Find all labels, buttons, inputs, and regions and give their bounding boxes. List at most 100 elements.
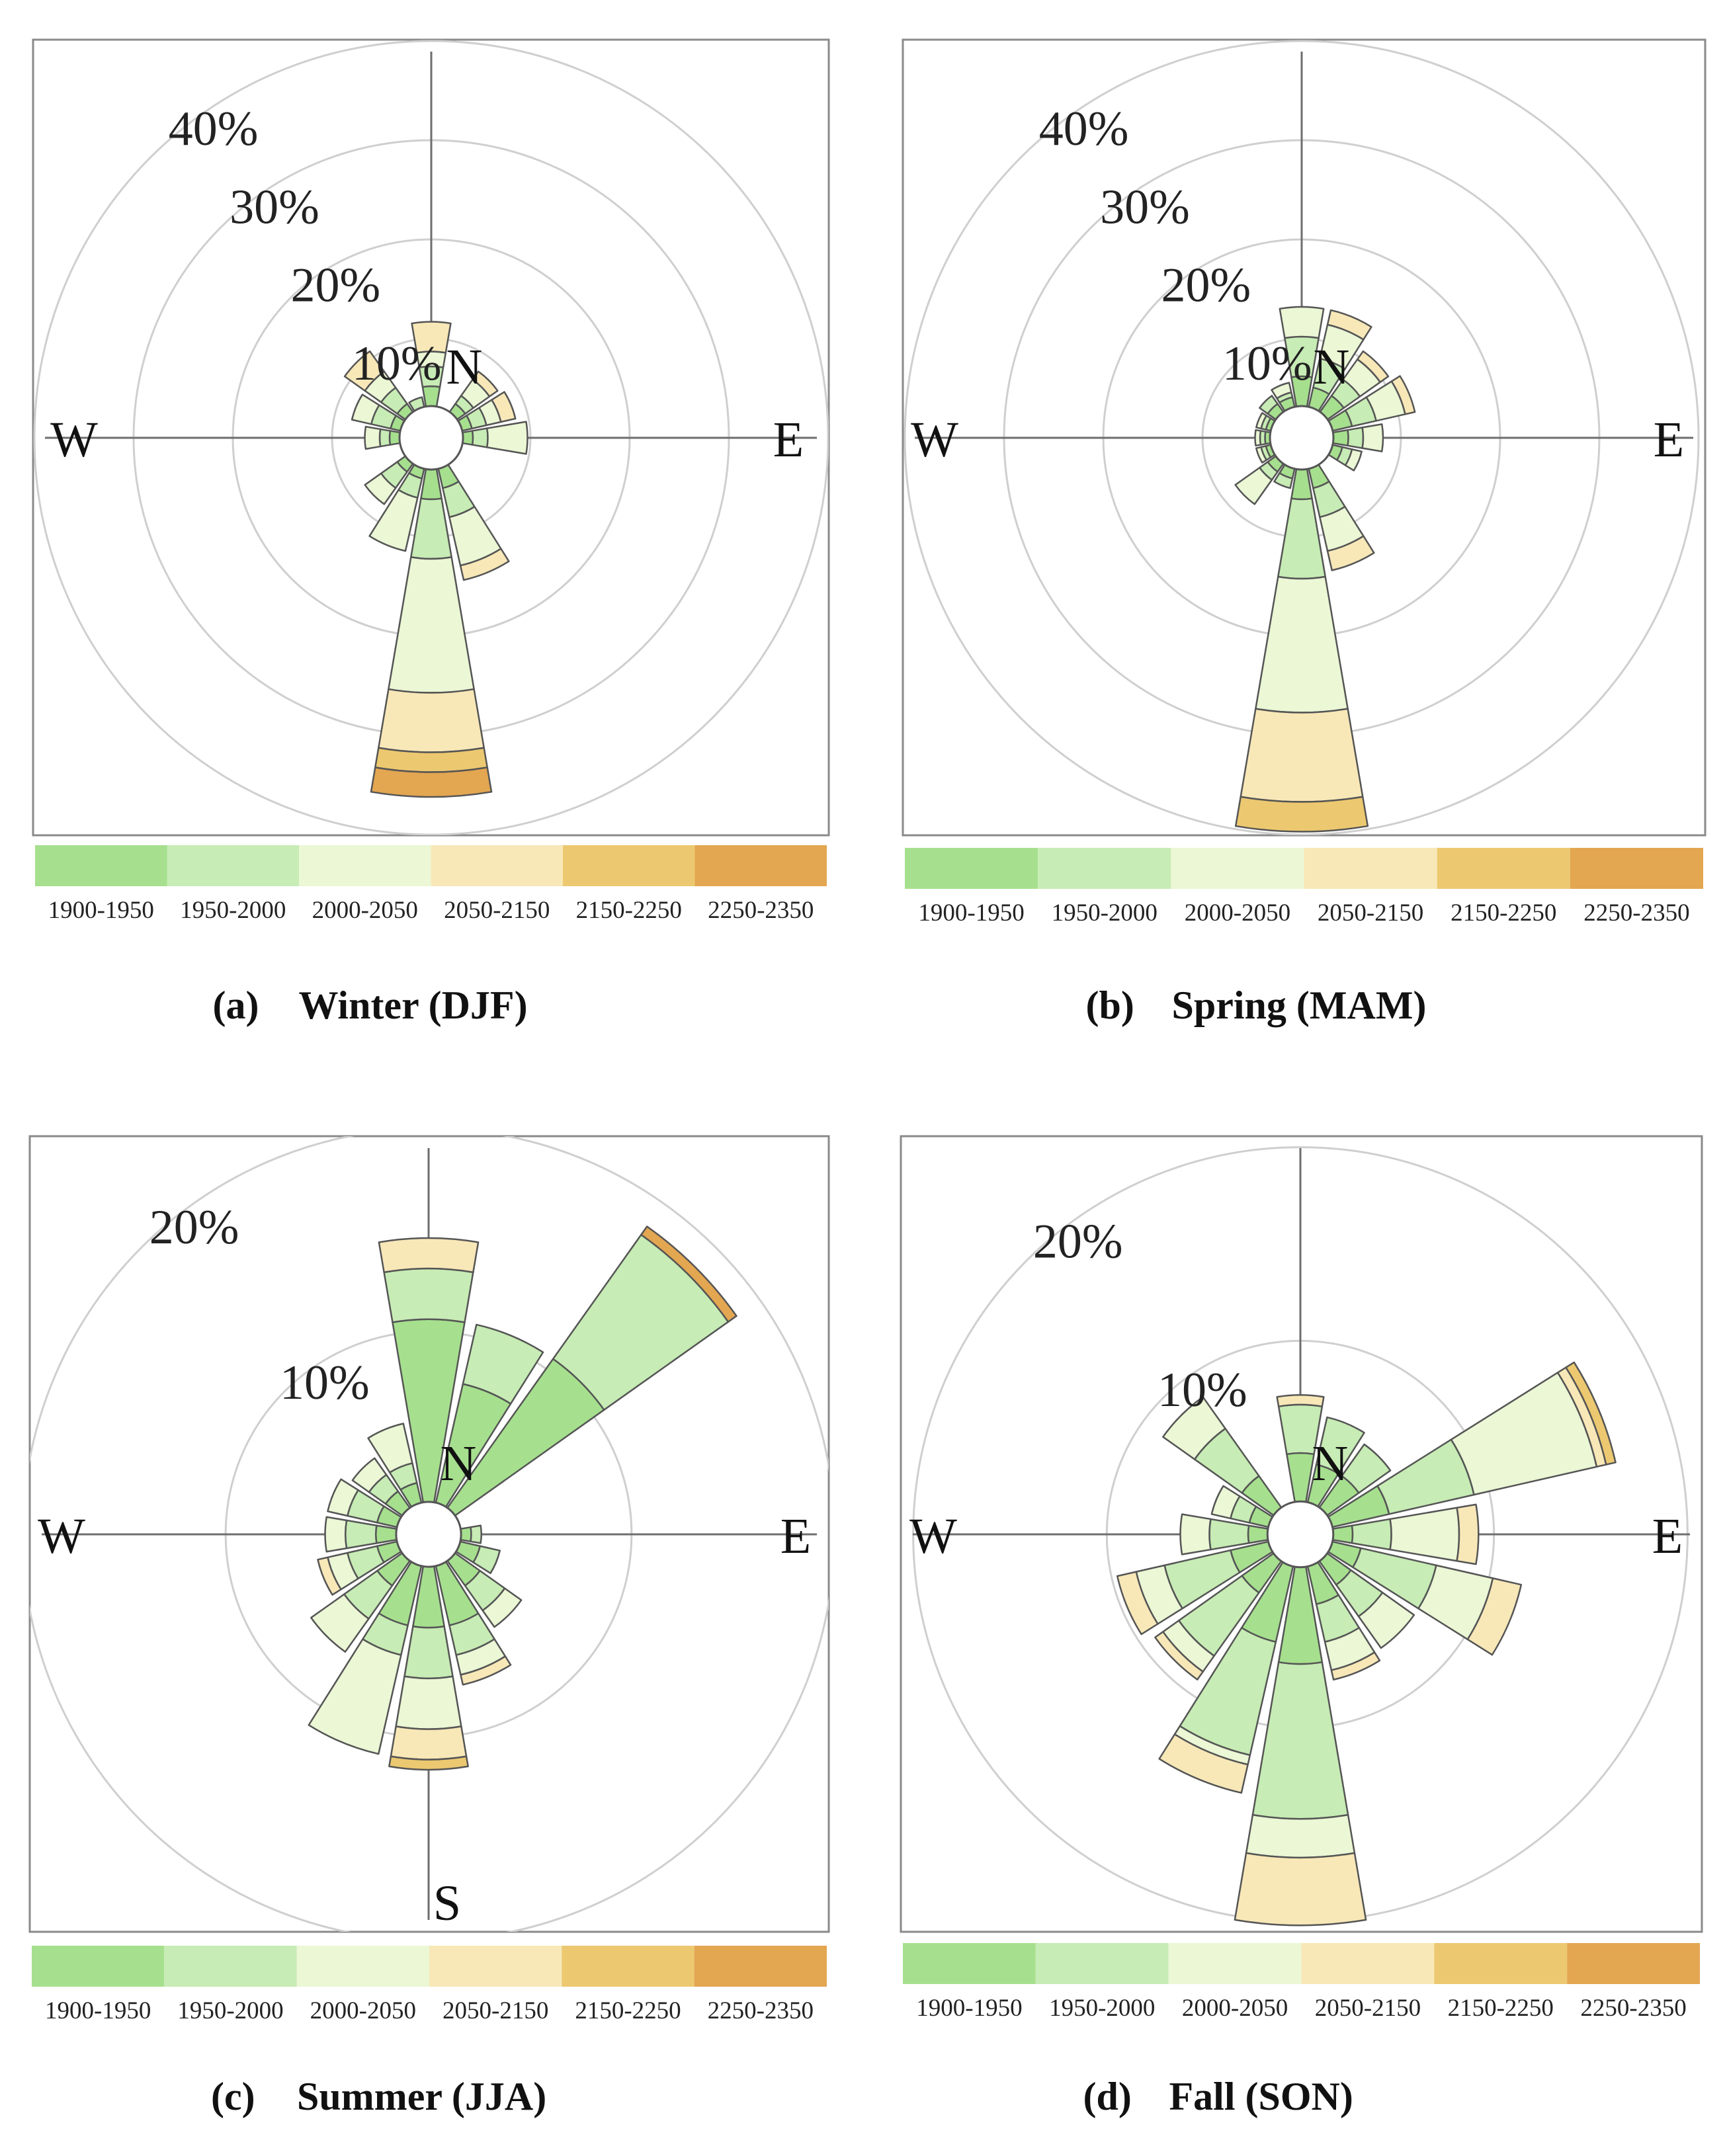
sector-se-bin-3 [482, 1587, 523, 1628]
legend-swatch [296, 1946, 429, 1987]
legend-swatch [1434, 1943, 1568, 1984]
legend-swatch [1437, 848, 1570, 889]
sector-n-bin-4 [378, 1237, 480, 1273]
compass-label-e: E [1652, 1509, 1683, 1564]
sector-sw-bin-4 [1154, 1631, 1204, 1680]
color-legend: 1900-1950 1950-2000 2000-2050 2050-2150 2150… [903, 1943, 1700, 2022]
panel-summer: 10% 20% N E W S 1900-1950 1950-2000 2000-2050 205… [28, 1135, 830, 2118]
panel-title: Winter (DJF) [299, 983, 528, 1027]
sector-n-bin-4 [1276, 1394, 1325, 1407]
legend-label: 2250-2350 [1580, 1995, 1686, 2022]
sector-sw-bin-3 [364, 472, 397, 505]
legend-swatch [562, 1946, 695, 1987]
sector-e-bin-1 [1331, 1524, 1354, 1544]
compass-label-w: W [911, 412, 958, 468]
sector-w-bin-2 [345, 1519, 378, 1550]
sector-w-bin-1 [388, 430, 401, 446]
compass-label-e: E [773, 412, 804, 468]
compass-label-s: S [433, 1876, 461, 1931]
sector-nw-bin-2 [1259, 395, 1279, 415]
sector-wnw-bin-3 [351, 394, 380, 425]
legend-label: 2150-2250 [1451, 899, 1556, 927]
ring-label: 20% [1161, 259, 1251, 313]
panel-label: (d) [1083, 2075, 1132, 2118]
sector-sse-bin-4 [459, 548, 510, 581]
sector-s-bin-6 [370, 767, 493, 798]
legend-label: 2000-2050 [1182, 1995, 1288, 2022]
compass-label-n: N [441, 1436, 477, 1491]
center-hole [1269, 405, 1335, 471]
sector-e-bin-1 [1332, 429, 1349, 447]
compass-label-w: W [909, 1509, 957, 1564]
center-hole [395, 1501, 462, 1568]
sector-e-bin-1 [462, 430, 474, 446]
compass-label-w: W [38, 1509, 85, 1564]
sector-ene-bin-4 [491, 391, 517, 423]
compass-label-e: E [780, 1509, 811, 1564]
sector-s-bin-3 [395, 1675, 462, 1730]
legend-label: 2000-2050 [1185, 899, 1290, 927]
sector-ese-bin-4 [1466, 1577, 1523, 1656]
ring-label: 30% [1100, 180, 1190, 234]
legend-swatch [299, 845, 431, 886]
panel-fall: 10% 20% N E W 1900-1950 1950-2000 2000-2050 2050… [900, 1135, 1703, 2118]
legend-swatch [1304, 848, 1437, 889]
legend-label: 2150-2250 [1448, 1995, 1554, 2022]
sector-nnw-bin-3 [367, 1423, 413, 1473]
sector-s-bin-4 [1240, 708, 1364, 803]
sector-sw-bin-3 [1234, 466, 1273, 505]
sector-wsw-bin-4 [1116, 1571, 1159, 1636]
sectors [1234, 306, 1416, 833]
legend-label: 2250-2350 [708, 1997, 814, 2024]
panel-title: Spring (MAM) [1172, 983, 1427, 1027]
sector-w-bin-3 [364, 425, 382, 450]
sectors [1116, 1361, 1617, 1927]
sector-ne-bin-4 [472, 370, 499, 397]
sectors [308, 1225, 737, 1771]
legend-label: 2000-2050 [310, 1997, 416, 2024]
legend-swatch [1570, 848, 1703, 889]
legend-swatch [1168, 1943, 1302, 1984]
legend-swatch [1301, 1943, 1435, 1984]
sector-e-bin-2 [471, 427, 489, 448]
sector-w-bin-2 [378, 428, 392, 448]
grid-ring [33, 40, 829, 835]
compass-label-e: E [1654, 412, 1684, 468]
sector-sw-bin-3 [310, 1593, 370, 1653]
sector-s-bin-5 [388, 1755, 469, 1771]
legend-label: 1950-2000 [1049, 1995, 1155, 2022]
sector-sse-bin-4 [460, 1655, 512, 1686]
compass-label-n: N [1314, 339, 1350, 395]
panel-label: (b) [1086, 983, 1134, 1027]
sector-w-bin-3 [324, 1516, 348, 1553]
legend-label: 1950-2000 [1052, 899, 1158, 927]
sector-w-bin-3 [1254, 429, 1262, 447]
legend-swatch [32, 1946, 165, 1987]
legend-swatch [431, 845, 563, 886]
sector-e-bin-1 [460, 1526, 472, 1543]
sector-nne-bin-4 [1326, 309, 1372, 341]
compass-label-n: N [1312, 1436, 1349, 1491]
legend-label: 2000-2050 [312, 897, 418, 924]
panel-winter: 10% 20% 30% 40% N E W 1900-1950 1950-2000 2000-20… [32, 38, 830, 1027]
legend-swatch [1038, 848, 1171, 889]
sector-s-bin-2 [403, 1625, 454, 1680]
legend-swatch [167, 845, 299, 886]
ring-label: 40% [169, 102, 259, 156]
legend-label: 1900-1950 [916, 1995, 1022, 2022]
compass-label-n: N [446, 339, 483, 395]
sector-ne-bin-6 [640, 1225, 737, 1323]
sector-s-bin-4 [1234, 1852, 1367, 1927]
sector-ese-bin-2 [472, 1545, 501, 1575]
sector-nnw-bin-3 [1271, 382, 1292, 399]
legend-label: 1900-1950 [48, 897, 154, 924]
sector-ne-bin-2 [1341, 1443, 1392, 1494]
sector-wnw-bin-3 [1210, 1485, 1241, 1520]
color-legend: 1900-1950 1950-2000 2000-2050 2050-2150 2150… [35, 845, 827, 924]
legend-swatch [1035, 1943, 1169, 1984]
sector-w-bin-1 [374, 1524, 398, 1544]
panel-spring: 10% 20% 30% 40% N E W 1900-1950 1950-2000 2000-20… [902, 38, 1706, 1027]
sector-e-bin-2 [470, 1524, 483, 1544]
sector-ssw-bin-4 [1158, 1733, 1249, 1794]
center-hole [1266, 1500, 1335, 1569]
